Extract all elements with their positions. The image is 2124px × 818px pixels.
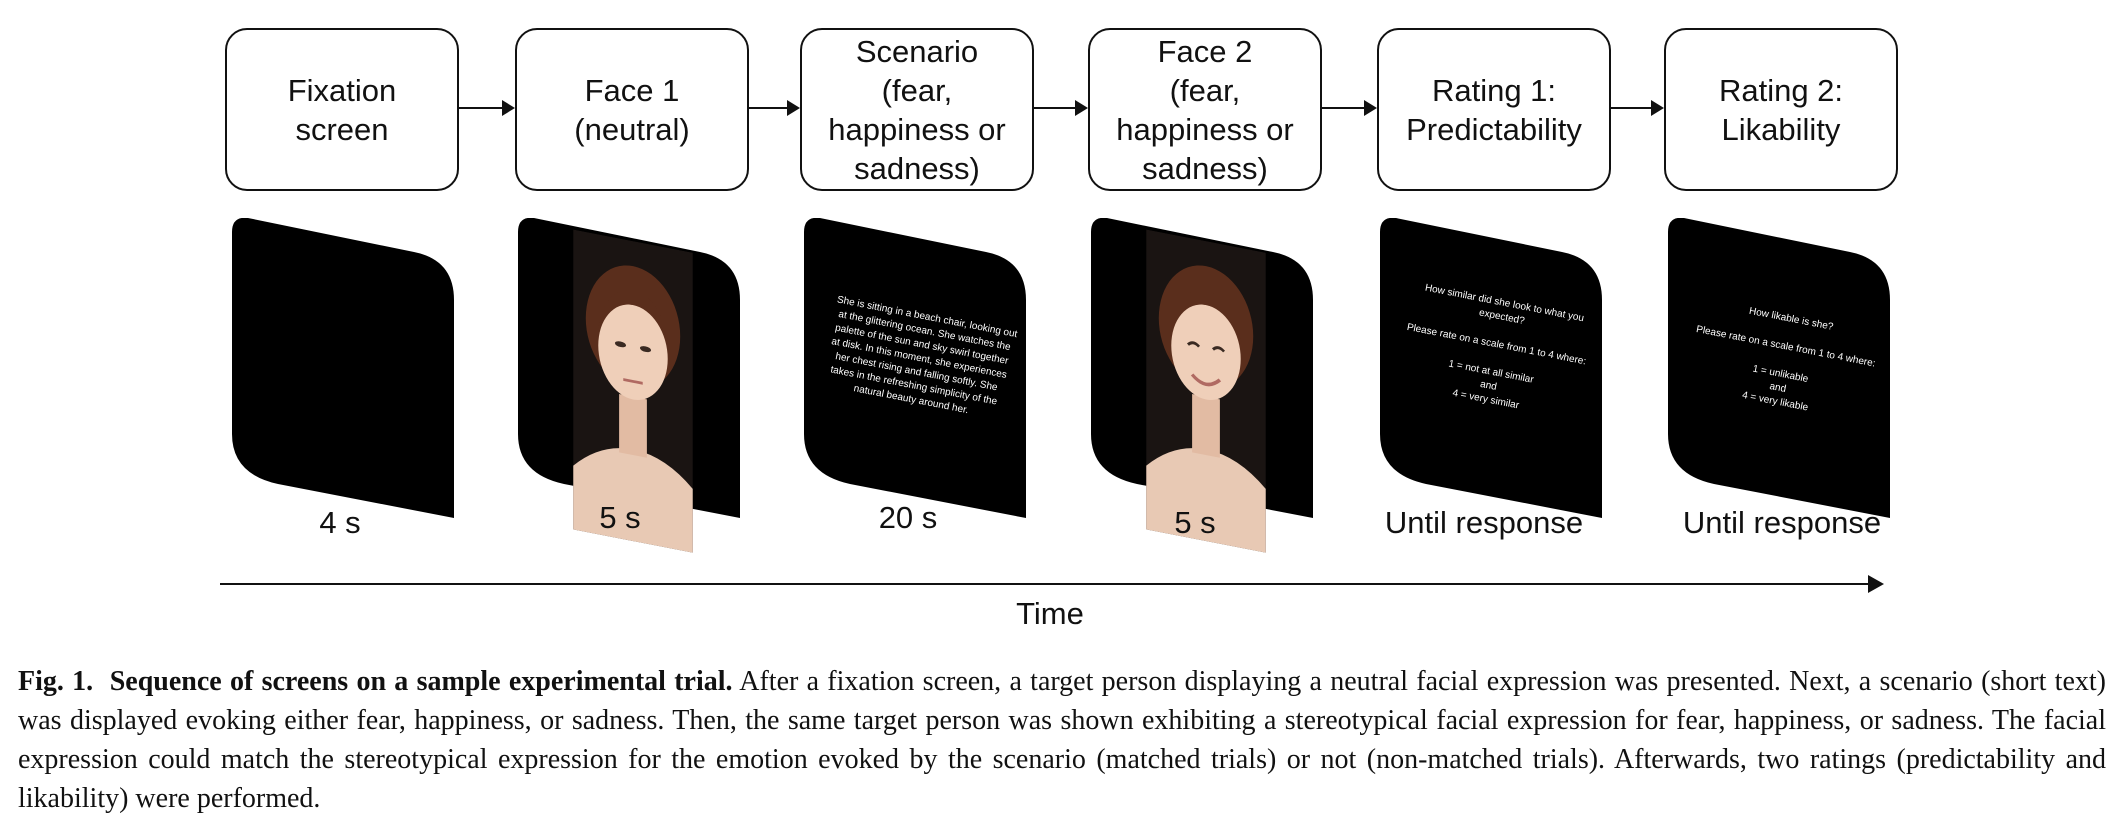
stage-box-rating1: Rating 1: Predictability [1377,28,1611,191]
arrow-4 [1322,100,1377,116]
time-axis-arrow [220,575,1884,593]
duration-face2: 5 s [1174,505,1216,540]
arrow-3 [1034,100,1088,116]
duration-rating1: Until response [1384,505,1584,540]
screen-rating1: How similar did she look to what you exp… [1376,218,1614,518]
arrow-2 [749,100,800,116]
stage-box-face1: Face 1 (neutral) [515,28,749,191]
caption-body: After a fixation screen, a target person… [18,666,2106,814]
stage-box-face2: Face 2 (fear, happiness or sadness) [1088,28,1322,191]
screen-face2 [1087,218,1325,553]
screen-fixation [228,218,466,518]
neutral-face-photo [573,229,693,553]
screen-rating2: How likable is she? Please rate on a sca… [1664,218,1902,518]
caption-label: Fig. 1. [18,666,94,697]
screen-face1 [514,218,752,553]
time-axis-label: Time [1016,596,1084,631]
duration-fixation: 4 s [319,505,361,540]
arrow-1 [459,100,515,116]
duration-face1: 5 s [599,500,641,535]
duration-rating2: Until response [1682,505,1882,540]
figure-caption: Fig. 1. Sequence of screens on a sample … [18,662,2106,818]
stage-box-fixation: Fixation screen [225,28,459,191]
arrow-5 [1611,100,1664,116]
stage-box-rating2: Rating 2: Likability [1664,28,1898,191]
caption-title: Sequence of screens on a sample experime… [109,666,733,697]
happy-face-photo [1146,229,1266,553]
duration-scenario: 20 s [878,500,938,535]
screen-scenario: She is sitting in a beach chair, looking… [800,218,1038,518]
stage-box-scenario: Scenario (fear, happiness or sadness) [800,28,1034,191]
